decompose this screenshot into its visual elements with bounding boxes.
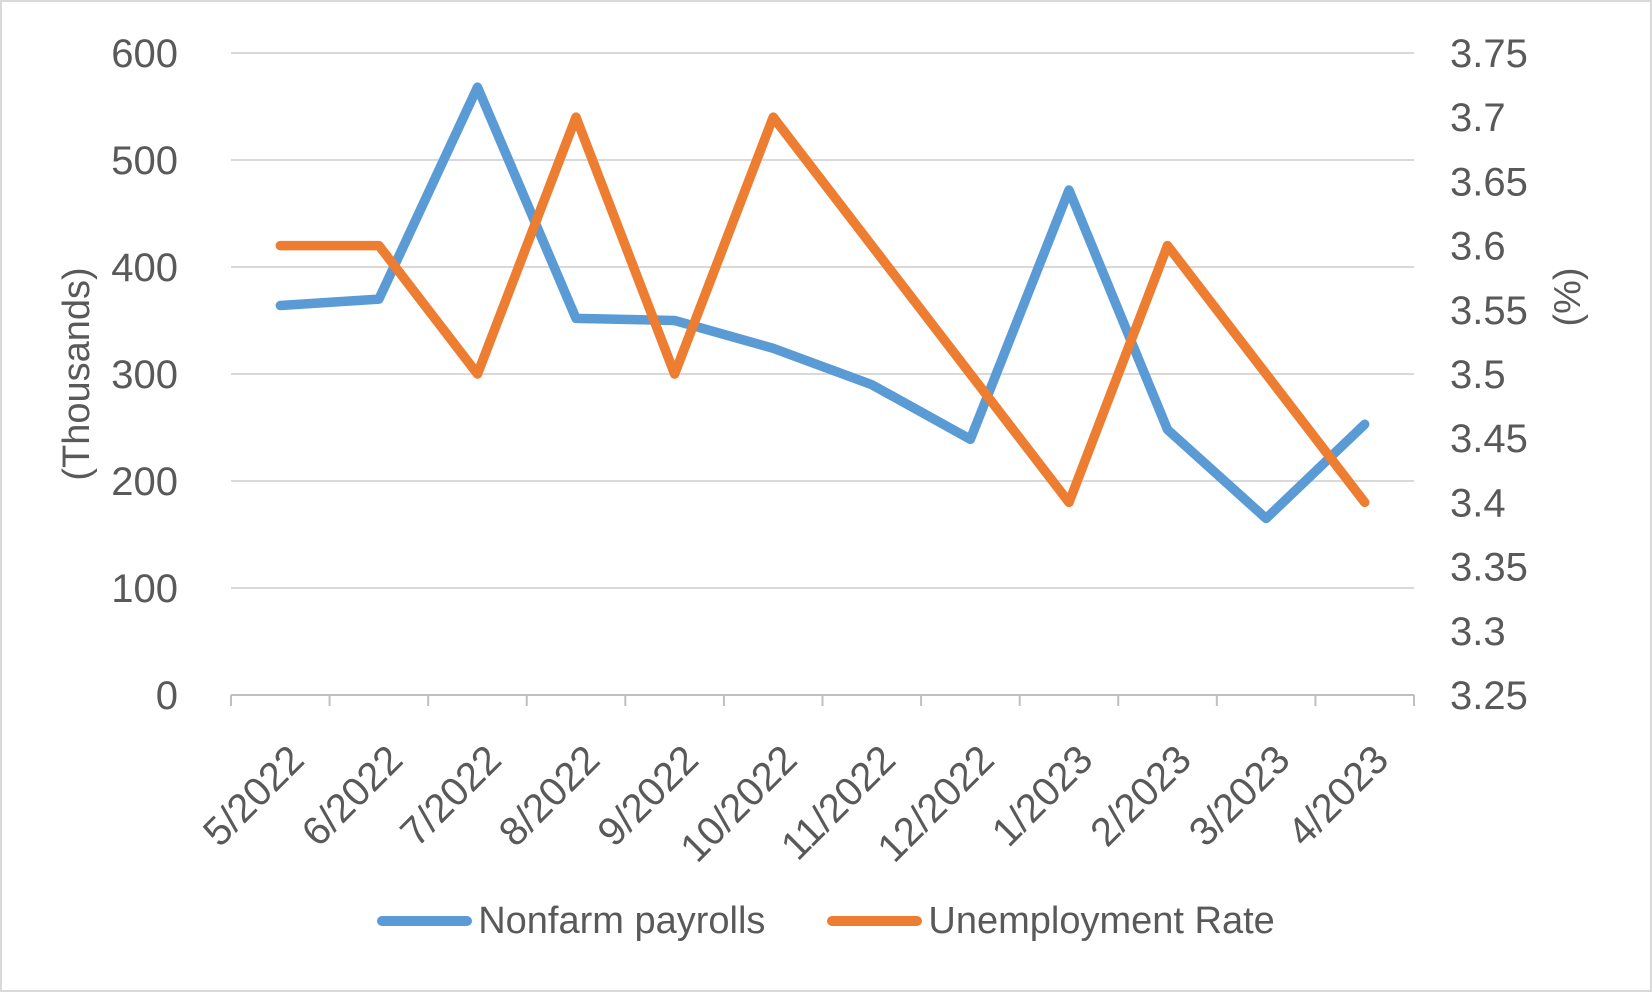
legend-line-swatch-icon	[827, 916, 923, 926]
left-axis-tick-label: 100	[111, 567, 178, 611]
right-axis-tick-label: 3.4	[1450, 481, 1506, 525]
left-axis-tick-label: 0	[156, 674, 178, 718]
left-axis-tick-labels: 0 100 200 300 400 500 600	[111, 32, 178, 718]
legend-item-label: Nonfarm payrolls	[478, 900, 766, 942]
right-axis-tick-label: 3.35	[1450, 546, 1528, 590]
gridlines	[231, 52, 1414, 589]
legend-item-label: Unemployment Rate	[928, 900, 1275, 942]
x-axis-tick-label: 7/2022	[392, 737, 510, 855]
chart-plot-area	[275, 82, 1370, 524]
legend-item-unemployment-rate: Unemployment Rate	[827, 900, 1275, 942]
legend-line-swatch-icon	[377, 916, 473, 926]
right-axis-tick-label: 3.55	[1450, 289, 1528, 333]
series-line-nonfarm-payrolls	[275, 82, 1370, 524]
legend: Nonfarm payrolls Unemployment Rate	[2, 902, 1650, 940]
x-axis-tick-labels: 5/20226/20227/20228/20229/202210/202211/…	[195, 737, 1397, 870]
right-axis-tick-label: 3.75	[1450, 32, 1528, 76]
left-axis-tick-label: 300	[111, 353, 178, 397]
x-axis-tick-label: 6/2022	[294, 737, 412, 855]
right-axis-tick-labels: 3.25 3.3 3.35 3.4 3.45 3.5 3.55 3.6 3.65 3.7 3.75	[1450, 32, 1528, 718]
right-axis-tick-label: 3.6	[1450, 225, 1506, 269]
right-axis-tick-label: 3.3	[1450, 610, 1506, 654]
left-axis-tick-label: 500	[111, 139, 178, 183]
left-axis-tick-label: 400	[111, 246, 178, 290]
right-axis-tick-label: 3.45	[1450, 417, 1528, 461]
left-axis-tick-label: 200	[111, 460, 178, 504]
x-axis-tick-label: 1/2023	[984, 737, 1102, 855]
x-axis	[230, 694, 1415, 706]
right-axis-tick-label: 3.7	[1450, 96, 1506, 140]
x-axis-tick-label: 3/2023	[1181, 737, 1299, 855]
left-axis-title: (Thousands)	[56, 267, 98, 480]
right-axis-tick-label: 3.5	[1450, 353, 1506, 397]
x-axis-tick-label: 2/2023	[1082, 737, 1200, 855]
x-axis-tick-label: 8/2022	[491, 737, 609, 855]
series-line-unemployment-rate	[275, 112, 1370, 508]
legend-item-nonfarm-payrolls: Nonfarm payrolls	[377, 902, 765, 940]
right-axis-tick-label: 3.25	[1450, 674, 1528, 718]
right-axis-title: (%)	[1547, 267, 1589, 326]
left-axis-tick-label: 600	[111, 32, 178, 76]
x-axis-tick-label: 5/2022	[195, 737, 313, 855]
x-axis-tick-label: 4/2023	[1279, 737, 1397, 855]
right-axis-tick-label: 3.65	[1450, 160, 1528, 204]
